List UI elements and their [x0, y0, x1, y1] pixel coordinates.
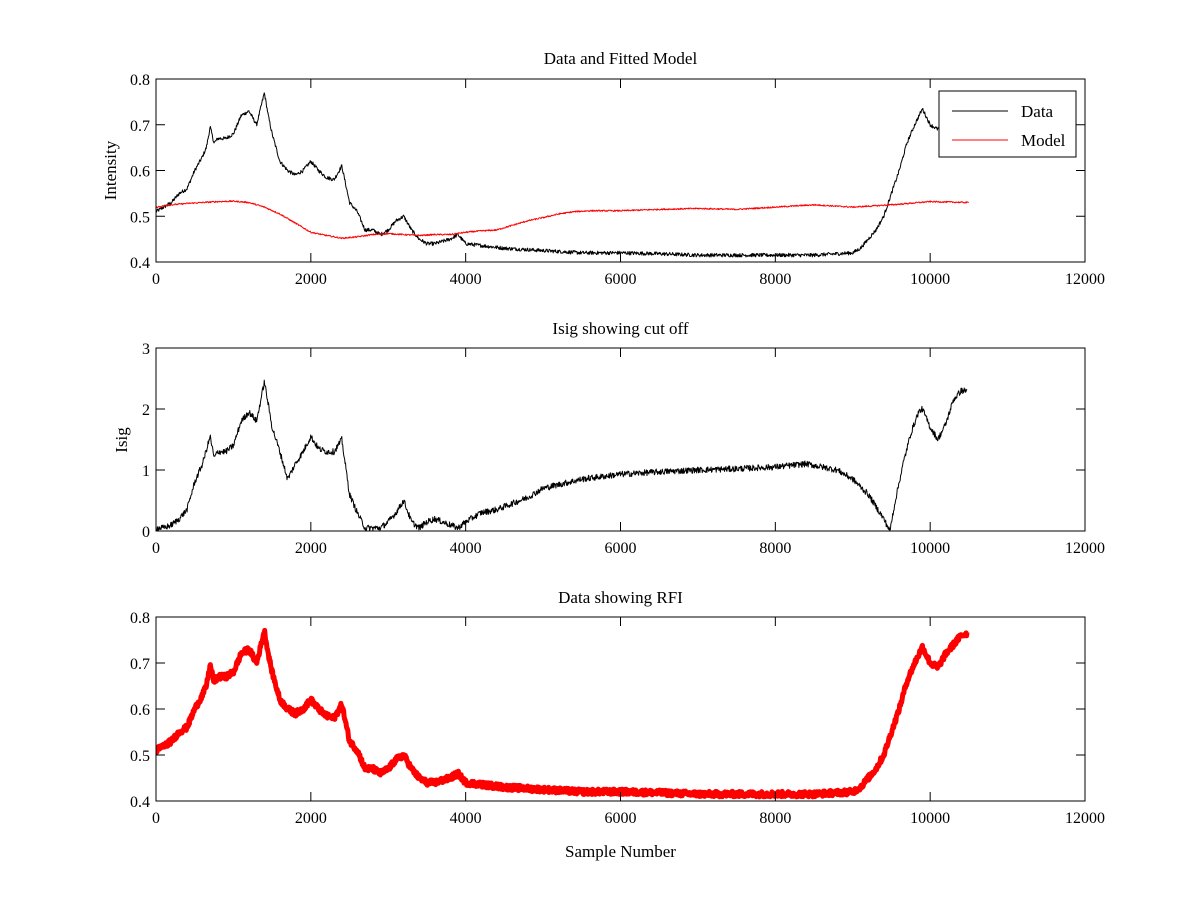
legend-label: Data — [1021, 102, 1054, 121]
x-tick-label: 8000 — [759, 271, 791, 288]
legend-label: Model — [1021, 131, 1066, 150]
x-axis-label: Sample Number — [565, 842, 676, 861]
x-tick-label: 12000 — [1065, 271, 1105, 288]
chart-title: Data showing RFI — [558, 588, 683, 607]
y-tick-label: 1 — [142, 463, 150, 480]
y-axis-label: Intensity — [101, 140, 120, 200]
x-tick-label: 12000 — [1065, 810, 1105, 827]
y-tick-label: 0.4 — [130, 255, 150, 272]
series-line — [156, 627, 970, 800]
x-tick-label: 4000 — [450, 271, 482, 288]
x-tick-label: 2000 — [295, 271, 327, 288]
x-tick-label: 6000 — [605, 810, 637, 827]
x-tick-label: 4000 — [450, 810, 482, 827]
y-tick-label: 0.5 — [130, 209, 150, 226]
axes-box — [155, 347, 1086, 532]
x-tick-label: 4000 — [450, 540, 482, 557]
y-tick-label: 0.7 — [130, 118, 150, 135]
x-tick-label: 6000 — [605, 540, 637, 557]
panel-data-showing-rfi: Data showing RFI Sample Number 0 2000 4000… — [130, 588, 1105, 861]
series-line-model — [156, 199, 969, 240]
chart-title: Isig showing cut off — [552, 319, 688, 338]
panel-data-and-fitted-model: Data and Fitted Model Intensity 0 2000 400… — [101, 49, 1105, 288]
y-tick-label: 0 — [142, 524, 150, 541]
x-tick-label: 2000 — [295, 810, 327, 827]
x-tick-label: 0 — [152, 810, 160, 827]
y-tick-label: 0.8 — [130, 610, 150, 627]
x-tick-label: 2000 — [295, 540, 327, 557]
x-tick-label: 0 — [152, 271, 160, 288]
y-tick-label: 0.8 — [130, 72, 150, 89]
series-line-data — [156, 92, 968, 258]
legend: Data Model — [938, 90, 1077, 158]
panel-isig-showing-cut-off: Isig showing cut off Isig 0 2000 4000 6000 8… — [112, 319, 1105, 557]
y-tick-label: 0.7 — [130, 656, 150, 673]
y-tick-label: 0.5 — [130, 748, 150, 765]
x-tick-label: 0 — [152, 540, 160, 557]
x-tick-label: 10000 — [910, 540, 950, 557]
x-tick-label: 10000 — [910, 810, 950, 827]
y-axis-label: Isig — [112, 427, 131, 453]
y-tick-label: 2 — [142, 402, 150, 419]
x-tick-label: 12000 — [1065, 540, 1105, 557]
series-line — [156, 379, 968, 531]
legend-box — [938, 90, 1077, 158]
y-tick-label: 0.4 — [130, 794, 150, 811]
x-tick-label: 6000 — [605, 271, 637, 288]
chart-title: Data and Fitted Model — [544, 49, 698, 68]
x-tick-label: 8000 — [759, 540, 791, 557]
y-tick-label: 3 — [142, 341, 150, 358]
x-tick-label: 8000 — [759, 810, 791, 827]
x-tick-label: 10000 — [910, 271, 950, 288]
y-tick-label: 0.6 — [130, 702, 150, 719]
y-tick-label: 0.6 — [130, 164, 150, 181]
